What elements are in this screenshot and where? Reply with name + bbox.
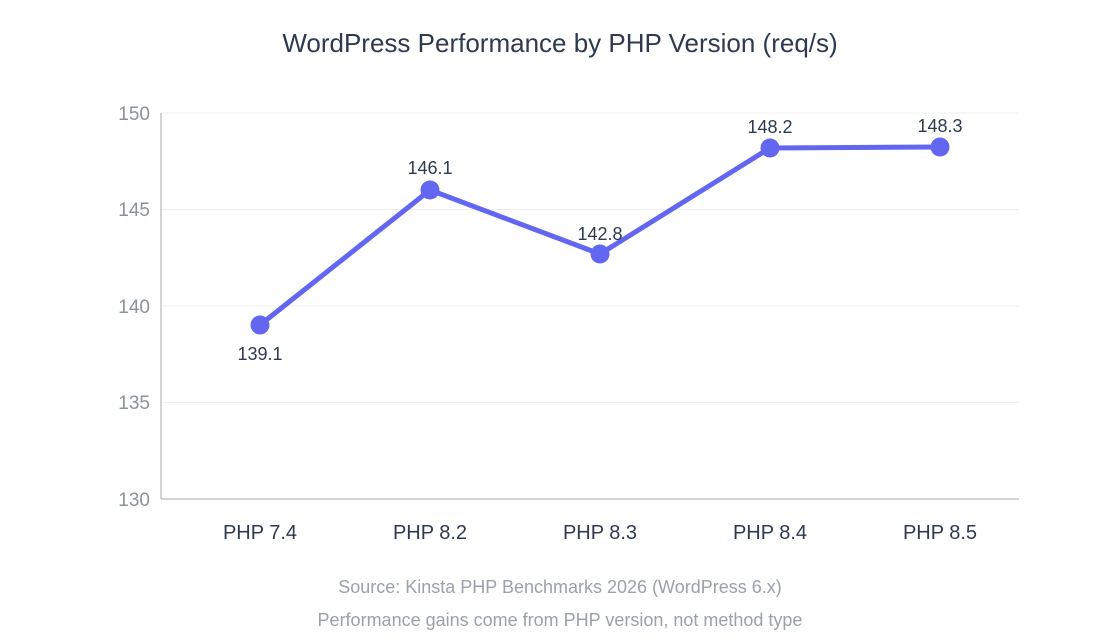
x-tick: PHP 8.5: [903, 522, 977, 544]
data-point[interactable]: [250, 315, 270, 335]
x-tick: PHP 8.3: [563, 522, 637, 544]
y-tick: 130: [118, 490, 150, 511]
y-tick: 145: [118, 200, 150, 221]
data-labels: 139.1 146.1 142.8 148.2 148.3: [237, 116, 962, 364]
x-axis-ticks: PHP 7.4 PHP 8.2 PHP 8.3 PHP 8.4 PHP 8.5: [223, 522, 977, 544]
source-note: Source: Kinsta PHP Benchmarks 2026 (Word…: [338, 577, 782, 597]
y-tick: 150: [118, 104, 150, 125]
y-tick: 140: [118, 297, 150, 318]
y-axis-ticks: 150 145 140 135 130: [118, 104, 150, 511]
chart-title: WordPress Performance by PHP Version (re…: [282, 28, 838, 58]
data-point[interactable]: [420, 180, 440, 200]
data-label: 146.1: [407, 158, 452, 178]
data-point[interactable]: [930, 137, 950, 157]
data-label: 148.2: [747, 117, 792, 137]
x-tick: PHP 7.4: [223, 522, 297, 544]
data-label: 148.3: [917, 116, 962, 136]
axes: [160, 113, 1019, 500]
x-tick: PHP 8.2: [393, 522, 467, 544]
data-point[interactable]: [760, 138, 780, 158]
data-label: 142.8: [577, 224, 622, 244]
gridlines: [161, 112, 1019, 403]
data-point[interactable]: [590, 244, 610, 264]
data-label: 139.1: [237, 344, 282, 364]
x-tick: PHP 8.4: [733, 522, 807, 544]
data-points: [250, 137, 950, 335]
y-tick: 135: [118, 393, 150, 414]
footnote: Performance gains come from PHP version,…: [317, 610, 803, 630]
